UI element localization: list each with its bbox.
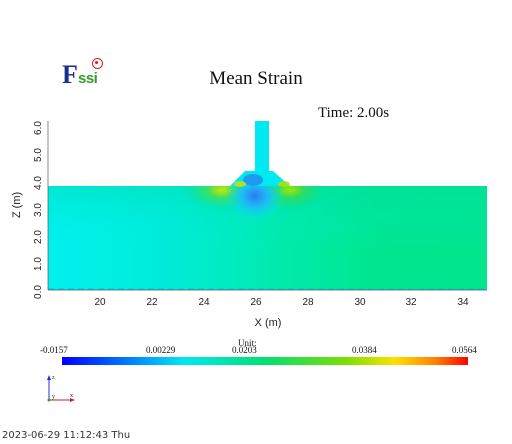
colorbar-tick-label: 0.0384: [352, 345, 377, 355]
x-tick-label: 32: [405, 297, 417, 308]
x-tick-label: 34: [457, 297, 469, 308]
x-tick-label: 20: [94, 297, 106, 308]
x-axis-label: X (m): [255, 317, 282, 329]
time-label: Time: 2.00s: [318, 105, 390, 121]
colorbar-tick-label: 0.0203: [232, 345, 257, 355]
y-tick-label: 3.0: [33, 203, 44, 217]
y-tick-label: 5.0: [33, 148, 44, 162]
y-tick-label: 2.0: [33, 230, 44, 244]
triad-x-label: x: [70, 393, 73, 399]
x-axis-ticks: 20 22 24 26 28 30 32 34: [94, 297, 469, 308]
logo-letter: F: [62, 60, 78, 89]
y-tick-label: 0.0: [33, 285, 44, 299]
registered-icon: [92, 58, 103, 69]
colorbar-unit: Unit:: [238, 338, 257, 348]
x-tick-label: 22: [146, 297, 158, 308]
y-tick-label: 1.0: [33, 257, 44, 271]
triad-y-label: y: [52, 394, 55, 400]
x-tick-label: 30: [354, 297, 366, 308]
strain-coldspot: [225, 186, 285, 222]
plot-title: Mean Strain: [209, 68, 303, 89]
colorbar-tick-label: -0.0157: [40, 345, 68, 355]
colorbar: [62, 357, 468, 365]
y-tick-label: 4.0: [33, 176, 44, 190]
logo-subtext: ssi: [78, 70, 98, 87]
colorbar-tick-label: 0.0564: [452, 345, 477, 355]
x-tick-label: 26: [250, 297, 262, 308]
y-axis-label: Z (m): [11, 192, 23, 218]
x-tick-label: 28: [302, 297, 314, 308]
x-tick-label: 24: [198, 297, 210, 308]
y-tick-label: 6.0: [33, 121, 44, 135]
colorbar-tick-label: 0.00229: [146, 345, 176, 355]
y-axis-ticks: 0.0 1.0 2.0 3.0 4.0 5.0 6.0: [33, 121, 44, 299]
column: [255, 121, 269, 171]
fssi-logo: F ssi: [62, 58, 114, 90]
timestamp: 2023-06-29 11:12:43 Thu: [2, 430, 131, 441]
triad-z-label: z: [52, 375, 55, 381]
axes-triad-icon: z x y: [47, 375, 75, 402]
